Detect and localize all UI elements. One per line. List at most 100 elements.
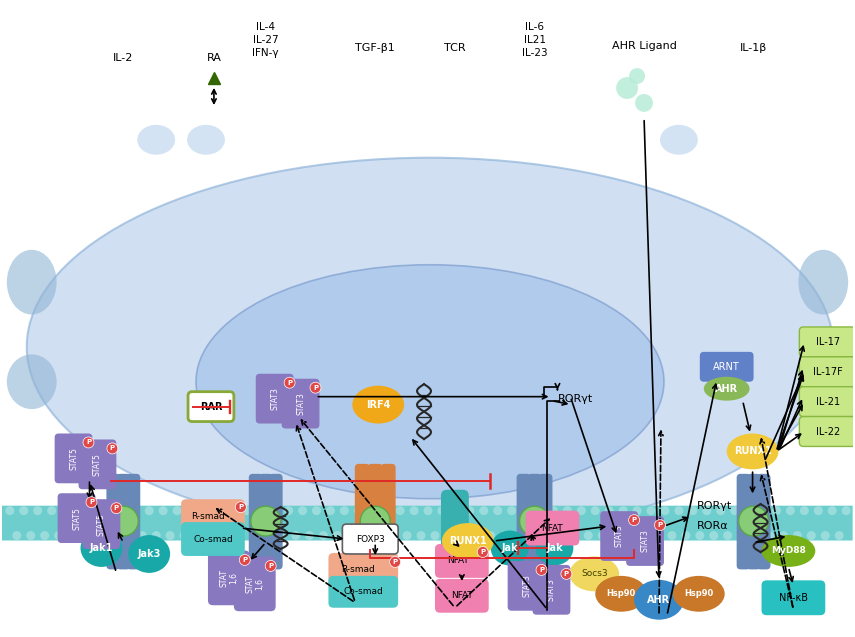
Ellipse shape bbox=[250, 531, 258, 540]
Text: STAT3: STAT3 bbox=[547, 578, 556, 601]
Ellipse shape bbox=[228, 506, 238, 515]
Text: STAT5: STAT5 bbox=[72, 506, 81, 529]
Ellipse shape bbox=[633, 506, 641, 515]
Ellipse shape bbox=[834, 531, 844, 540]
Text: TCR: TCR bbox=[444, 43, 466, 53]
Ellipse shape bbox=[828, 506, 837, 515]
Ellipse shape bbox=[528, 531, 537, 540]
Text: P: P bbox=[89, 499, 94, 505]
Ellipse shape bbox=[151, 531, 161, 540]
Text: TGF-β1: TGF-β1 bbox=[356, 43, 395, 53]
Text: IL-17F: IL-17F bbox=[813, 367, 843, 376]
Ellipse shape bbox=[577, 506, 586, 515]
Ellipse shape bbox=[235, 502, 246, 513]
Ellipse shape bbox=[242, 506, 251, 515]
FancyBboxPatch shape bbox=[626, 516, 664, 566]
Text: NFAT: NFAT bbox=[451, 591, 473, 600]
Ellipse shape bbox=[173, 506, 181, 515]
Text: STAT3: STAT3 bbox=[522, 575, 531, 598]
Text: R-smad: R-smad bbox=[191, 512, 225, 520]
FancyBboxPatch shape bbox=[533, 565, 570, 615]
Text: P: P bbox=[109, 445, 115, 452]
Ellipse shape bbox=[604, 506, 614, 515]
Ellipse shape bbox=[507, 506, 516, 515]
Ellipse shape bbox=[695, 531, 705, 540]
FancyBboxPatch shape bbox=[268, 474, 283, 569]
Ellipse shape bbox=[80, 529, 122, 567]
Ellipse shape bbox=[653, 531, 663, 540]
FancyBboxPatch shape bbox=[762, 580, 825, 615]
FancyBboxPatch shape bbox=[234, 557, 275, 612]
Ellipse shape bbox=[7, 250, 56, 315]
FancyBboxPatch shape bbox=[368, 464, 383, 580]
Ellipse shape bbox=[352, 386, 404, 424]
FancyBboxPatch shape bbox=[259, 474, 273, 569]
FancyBboxPatch shape bbox=[188, 392, 234, 422]
FancyBboxPatch shape bbox=[435, 544, 489, 578]
Ellipse shape bbox=[465, 506, 475, 515]
Ellipse shape bbox=[514, 531, 523, 540]
Ellipse shape bbox=[477, 547, 488, 557]
FancyBboxPatch shape bbox=[208, 550, 250, 605]
Ellipse shape bbox=[584, 531, 593, 540]
FancyBboxPatch shape bbox=[435, 579, 489, 613]
Text: P: P bbox=[539, 567, 544, 573]
Ellipse shape bbox=[111, 503, 122, 513]
Ellipse shape bbox=[737, 531, 746, 540]
Ellipse shape bbox=[40, 531, 49, 540]
Text: AHR: AHR bbox=[647, 595, 670, 605]
Ellipse shape bbox=[284, 506, 293, 515]
Ellipse shape bbox=[96, 531, 105, 540]
Ellipse shape bbox=[799, 250, 848, 315]
Ellipse shape bbox=[187, 125, 225, 155]
Ellipse shape bbox=[124, 531, 133, 540]
Ellipse shape bbox=[445, 531, 453, 540]
Text: P: P bbox=[632, 517, 637, 523]
Ellipse shape bbox=[347, 531, 356, 540]
Ellipse shape bbox=[635, 94, 653, 112]
Ellipse shape bbox=[542, 531, 551, 540]
Text: Co-smad: Co-smad bbox=[344, 587, 383, 596]
Text: RA: RA bbox=[207, 53, 221, 63]
Text: ARNT: ARNT bbox=[713, 362, 740, 372]
Ellipse shape bbox=[138, 125, 175, 155]
Text: P: P bbox=[287, 380, 292, 386]
Ellipse shape bbox=[619, 506, 628, 515]
Ellipse shape bbox=[442, 523, 493, 559]
Ellipse shape bbox=[739, 506, 769, 536]
Ellipse shape bbox=[310, 382, 321, 393]
Ellipse shape bbox=[109, 506, 139, 536]
Ellipse shape bbox=[360, 506, 390, 536]
Ellipse shape bbox=[744, 506, 753, 515]
FancyBboxPatch shape bbox=[441, 490, 469, 557]
Text: Jak: Jak bbox=[501, 543, 518, 553]
Text: P: P bbox=[313, 385, 318, 390]
Ellipse shape bbox=[416, 531, 426, 540]
Ellipse shape bbox=[75, 506, 84, 515]
FancyBboxPatch shape bbox=[342, 524, 398, 554]
Text: RUNX1: RUNX1 bbox=[449, 536, 486, 546]
Text: P: P bbox=[242, 557, 247, 563]
Ellipse shape bbox=[54, 531, 63, 540]
Ellipse shape bbox=[688, 506, 698, 515]
Text: IL-1β: IL-1β bbox=[740, 43, 767, 53]
Text: IL-17: IL-17 bbox=[817, 337, 840, 347]
FancyBboxPatch shape bbox=[508, 561, 545, 611]
FancyBboxPatch shape bbox=[737, 474, 751, 569]
Ellipse shape bbox=[762, 535, 816, 567]
Ellipse shape bbox=[563, 506, 572, 515]
Ellipse shape bbox=[430, 531, 439, 540]
Ellipse shape bbox=[86, 497, 97, 508]
Text: P: P bbox=[481, 549, 486, 555]
Ellipse shape bbox=[159, 506, 168, 515]
Ellipse shape bbox=[702, 506, 711, 515]
Ellipse shape bbox=[799, 354, 848, 409]
Ellipse shape bbox=[277, 531, 286, 540]
Ellipse shape bbox=[458, 531, 468, 540]
Ellipse shape bbox=[68, 531, 77, 540]
Ellipse shape bbox=[5, 506, 15, 515]
Ellipse shape bbox=[305, 531, 314, 540]
Text: Co-smad: Co-smad bbox=[193, 534, 233, 543]
Ellipse shape bbox=[12, 531, 21, 540]
Ellipse shape bbox=[7, 354, 56, 409]
